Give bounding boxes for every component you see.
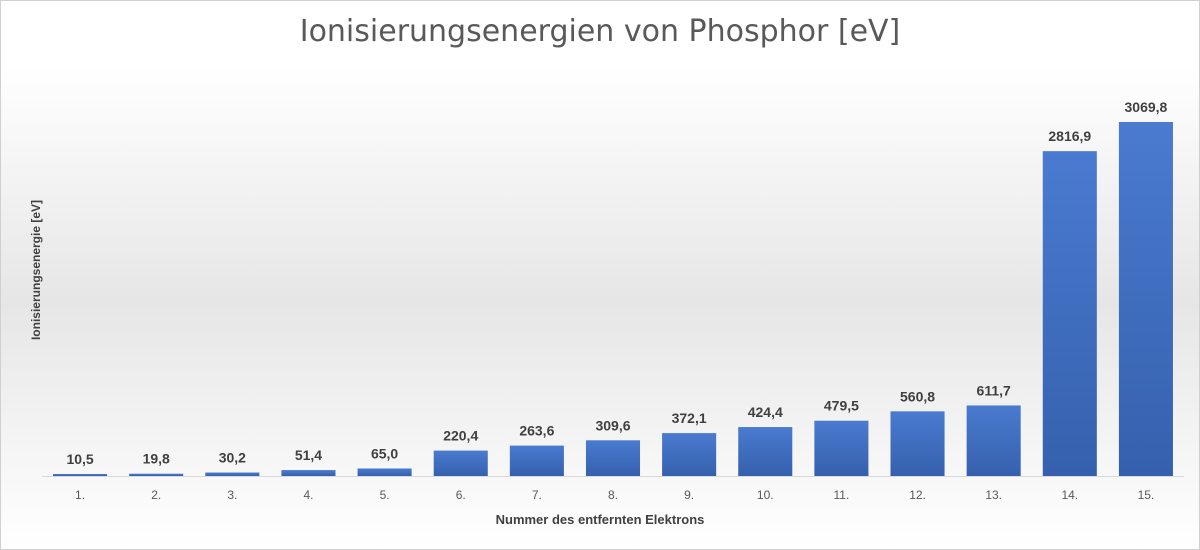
bar-2 (129, 473, 184, 476)
bar-11 (814, 420, 869, 476)
x-tick-label-3: 3. (227, 488, 237, 502)
x-tick-label-10: 10. (757, 488, 774, 502)
bar-1 (53, 474, 108, 476)
bar-12 (890, 411, 945, 476)
data-label-9: 372,1 (672, 410, 707, 426)
bar-7 (509, 445, 564, 476)
data-label-4: 51,4 (295, 447, 322, 463)
x-ticks-group: 1. 2. 3. 4. 5. 6. 7. 8. 9. 10. 11. 12. 13. 14. 15. (75, 488, 1154, 502)
data-label-13: 611,7 (977, 382, 1011, 398)
data-label-7: 263,6 (519, 423, 554, 439)
x-tick-label-7: 7. (532, 488, 542, 502)
data-label-15: 3069,8 (1125, 99, 1168, 115)
bar-15 (1118, 122, 1173, 476)
bar-10 (738, 427, 793, 476)
bar-6 (433, 450, 488, 476)
x-tick-label-12: 12. (909, 488, 926, 502)
x-tick-label-11: 11. (834, 488, 850, 502)
x-tick-label-2: 2. (151, 488, 161, 502)
data-label-14: 2816,9 (1048, 128, 1091, 144)
x-tick-label-13: 13. (985, 488, 1002, 502)
data-label-12: 560,8 (900, 388, 935, 404)
data-label-1: 10,5 (66, 451, 93, 467)
chart-title: Ionisierungsenergien von Phosphor [eV] (299, 14, 901, 49)
data-label-11: 479,5 (824, 398, 859, 414)
bar-9 (662, 433, 717, 476)
x-tick-label-14: 14. (1061, 488, 1078, 502)
data-label-10: 424,4 (748, 404, 783, 420)
data-label-3: 30,2 (219, 450, 246, 466)
x-tick-label-8: 8. (608, 488, 618, 502)
x-tick-label-9: 9. (684, 488, 694, 502)
bars-group: 10,5 19,8 30,2 51,4 65,0 220,4 263,6 309,6 372,1… (42, 99, 1184, 477)
x-tick-label-15: 15. (1138, 488, 1155, 502)
bar-13 (966, 405, 1021, 476)
bar-4 (281, 470, 336, 476)
bar-8 (585, 440, 641, 476)
data-label-5: 65,0 (371, 446, 398, 462)
bar-3 (205, 472, 260, 476)
bar-14 (1042, 151, 1097, 476)
x-tick-label-1: 1. (75, 488, 85, 502)
x-axis-label: Nummer des entfernten Elektrons (495, 512, 705, 527)
bar-5 (357, 468, 412, 476)
data-label-2: 19,8 (143, 451, 170, 467)
x-tick-label-5: 5. (380, 488, 390, 502)
x-tick-label-4: 4. (303, 488, 313, 502)
data-label-6: 220,4 (443, 428, 478, 444)
x-tick-label-6: 6. (456, 488, 466, 502)
data-label-8: 309,6 (595, 417, 630, 433)
